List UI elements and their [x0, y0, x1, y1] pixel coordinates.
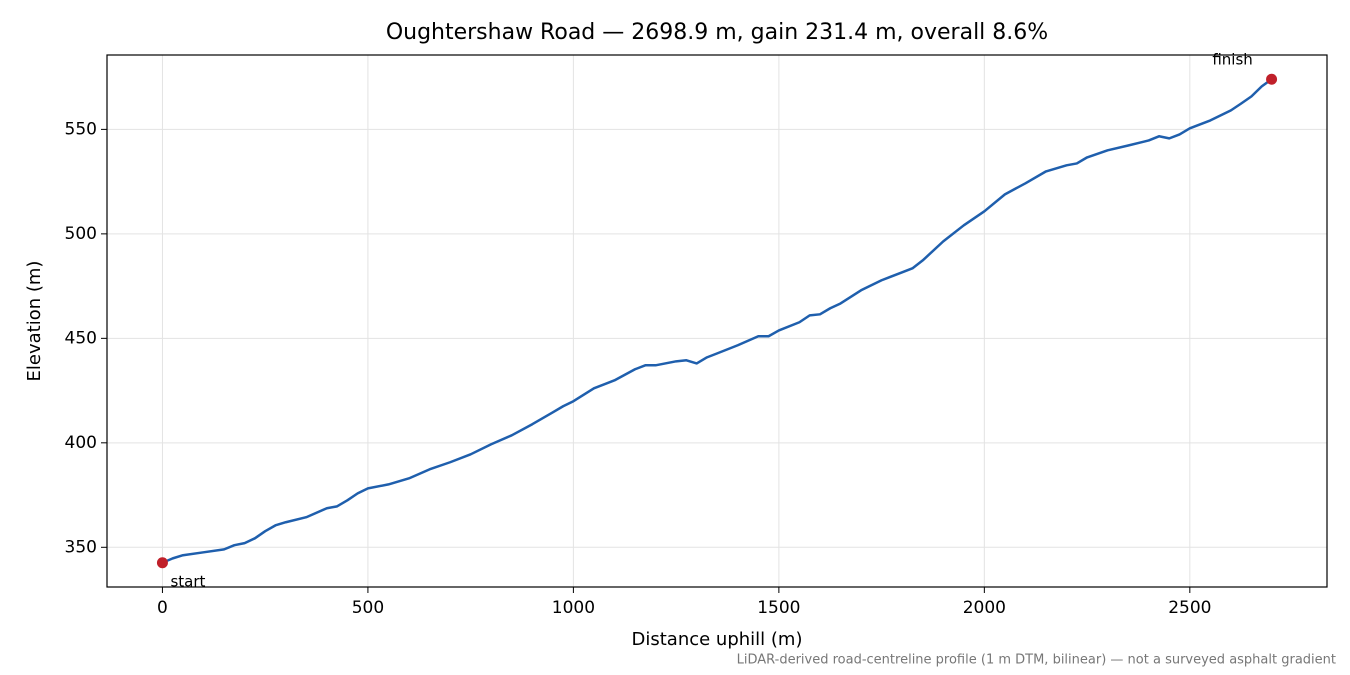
x-tick-label: 1500 — [757, 598, 800, 618]
y-axis-label: Elevation (m) — [24, 261, 45, 382]
x-tick-label: 500 — [352, 598, 384, 618]
chart-title: Oughtershaw Road — 2698.9 m, gain 231.4 … — [386, 20, 1048, 45]
y-tick-label: 450 — [65, 328, 97, 348]
y-tick-label: 500 — [65, 224, 97, 244]
endpoint-label: finish — [1212, 51, 1252, 69]
endpoint-label: start — [170, 572, 205, 590]
x-tick-label: 2000 — [963, 598, 1006, 618]
endpoint-marker — [1266, 73, 1278, 85]
footnote: LiDAR-derived road-centreline profile (1… — [737, 653, 1336, 668]
x-axis-label: Distance uphill (m) — [632, 629, 803, 650]
x-tick-label: 2500 — [1168, 598, 1211, 618]
y-tick-label: 350 — [65, 537, 97, 557]
endpoint-marker — [156, 557, 168, 569]
elevation-line — [161, 78, 1273, 564]
x-tick-label: 0 — [157, 598, 168, 618]
y-tick-label: 550 — [65, 119, 97, 139]
plot-frame — [106, 54, 1328, 588]
y-tick-label: 400 — [65, 433, 97, 453]
x-tick-label: 1000 — [552, 598, 595, 618]
